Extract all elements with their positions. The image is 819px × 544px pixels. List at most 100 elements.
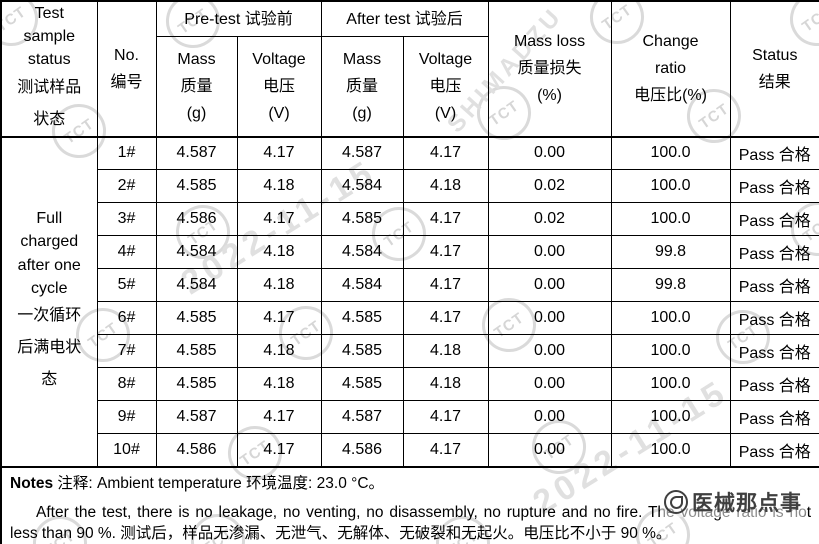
cell-change-ratio: 100.0 (610, 334, 731, 369)
table-row: Full charged after one cycle 一次循环后满电状态 1… (0, 136, 819, 468)
sample-status-cn: 一次循环后满电状态 (17, 306, 82, 388)
header-after-mass: Mass 质量 (g) (320, 36, 404, 138)
cell-pre-mass: 4.585 (155, 169, 238, 204)
cell-after-mass: 4.584 (320, 169, 404, 204)
cell-after-mass: 4.585 (320, 301, 404, 336)
cell-status: Pass 合格 (729, 367, 819, 402)
cell-change-ratio: 100.0 (610, 367, 731, 402)
cell-pre-voltage: 4.17 (236, 202, 322, 237)
cell-pre-mass: 4.585 (155, 301, 238, 336)
header-sample-status: Test sample status 测试样品状态 (0, 0, 98, 138)
cell-status: Pass 合格 (729, 334, 819, 369)
notes-paragraph: After the test, there is no leakage, no … (10, 504, 812, 543)
brand-overlay-label: 医械那点事 (692, 492, 802, 515)
header-pre-voltage: Voltage 电压 (V) (236, 36, 322, 138)
cell-after-mass: 4.585 (320, 334, 404, 369)
cell-change-ratio: 100.0 (610, 169, 731, 204)
cell-pre-mass: 4.587 (155, 400, 238, 435)
cell-mass-loss: 0.00 (487, 235, 612, 270)
header-mass-loss: Mass loss 质量损失 (%) (487, 0, 612, 138)
cell-no: 3# (96, 202, 157, 237)
cell-pre-voltage: 4.17 (236, 400, 322, 435)
cell-status: Pass 合格 (729, 235, 819, 270)
cell-pre-voltage: 4.17 (236, 301, 322, 336)
cell-after-mass: 4.587 (320, 136, 404, 171)
cell-pre-voltage: 4.17 (236, 136, 322, 171)
cell-after-voltage: 4.17 (402, 301, 489, 336)
cell-after-mass: 4.584 (320, 268, 404, 303)
cell-mass-loss: 0.00 (487, 301, 612, 336)
table-row: 5# 4.584 4.18 4.584 4.17 0.00 99.8 Pass … (1, 268, 819, 303)
cell-pre-mass: 4.584 (155, 268, 238, 303)
cell-status: Pass 合格 (729, 433, 819, 468)
cell-pre-mass: 4.584 (155, 235, 238, 270)
cell-pre-voltage: 4.18 (236, 169, 322, 204)
table-row: 9# 4.587 4.17 4.587 4.17 0.00 100.0 Pass… (1, 400, 819, 435)
header-pre-mass: Mass 质量 (g) (155, 36, 238, 138)
cell-after-mass: 4.585 (320, 367, 404, 402)
cell-after-voltage: 4.17 (402, 136, 489, 171)
table-row: 3# 4.586 4.17 4.585 4.17 0.02 100.0 Pass… (1, 202, 819, 237)
brand-logo-icon (664, 490, 688, 514)
cell-change-ratio: 100.0 (610, 301, 731, 336)
cell-pre-mass: 4.587 (155, 136, 238, 171)
cell-status: Pass 合格 (729, 136, 819, 171)
cell-after-mass: 4.584 (320, 235, 404, 270)
cell-change-ratio: 99.8 (610, 235, 731, 270)
cell-mass-loss: 0.00 (487, 334, 612, 369)
cell-mass-loss: 0.00 (487, 400, 612, 435)
table-row: 8# 4.585 4.18 4.585 4.18 0.00 100.0 Pass… (1, 367, 819, 402)
cell-mass-loss: 0.02 (487, 169, 612, 204)
header-after-voltage: Voltage 电压 (V) (402, 36, 489, 138)
cell-after-mass: 4.585 (320, 202, 404, 237)
sample-status-en: Full charged after one cycle (17, 210, 81, 297)
cell-mass-loss: 0.00 (487, 367, 612, 402)
cell-pre-voltage: 4.18 (236, 268, 322, 303)
cell-pre-voltage: 4.18 (236, 334, 322, 369)
cell-status: Pass 合格 (729, 202, 819, 237)
cell-pre-voltage: 4.18 (236, 235, 322, 270)
cell-after-voltage: 4.17 (402, 235, 489, 270)
cell-status: Pass 合格 (729, 169, 819, 204)
header-sample-status-en: Test sample status (23, 5, 76, 69)
cell-no: 9# (96, 400, 157, 435)
cell-no: 6# (96, 301, 157, 336)
cell-change-ratio: 100.0 (610, 400, 731, 435)
cell-pre-voltage: 4.17 (236, 433, 322, 468)
cell-mass-loss: 0.02 (487, 202, 612, 237)
cell-mass-loss: 0.00 (487, 268, 612, 303)
table-row: 7# 4.585 4.18 4.585 4.18 0.00 100.0 Pass… (1, 334, 819, 369)
cell-change-ratio: 100.0 (610, 433, 731, 468)
cell-after-voltage: 4.17 (402, 433, 489, 468)
cell-after-mass: 4.586 (320, 433, 404, 468)
header-status: Status 结果 (729, 0, 819, 138)
cell-change-ratio: 99.8 (610, 268, 731, 303)
cell-after-voltage: 4.17 (402, 202, 489, 237)
cell-no: 5# (96, 268, 157, 303)
notes-ambient-temperature: 注释: Ambient temperature 环境温度: 23.0 °C。 (53, 474, 385, 492)
cell-pre-voltage: 4.18 (236, 367, 322, 402)
cell-after-voltage: 4.17 (402, 268, 489, 303)
cell-no: 2# (96, 169, 157, 204)
wechat-brand-overlay: 医械那点事 (660, 487, 806, 517)
notes-label: Notes (10, 474, 54, 492)
header-sample-status-cn: 测试样品状态 (17, 78, 82, 128)
cell-mass-loss: 0.00 (487, 433, 612, 468)
cell-no: 10# (96, 433, 157, 468)
cell-pre-mass: 4.585 (155, 334, 238, 369)
cell-pre-mass: 4.586 (155, 202, 238, 237)
cell-after-voltage: 4.18 (402, 169, 489, 204)
cell-pre-mass: 4.586 (155, 433, 238, 468)
cell-status: Pass 合格 (729, 301, 819, 336)
cell-status: Pass 合格 (729, 268, 819, 303)
cell-no: 4# (96, 235, 157, 270)
cell-mass-loss: 0.00 (487, 136, 612, 171)
cell-after-mass: 4.587 (320, 400, 404, 435)
cell-change-ratio: 100.0 (610, 136, 731, 171)
cell-after-voltage: 4.17 (402, 400, 489, 435)
cell-no: 1# (96, 136, 157, 171)
header-pretest-group: Pre-test 试验前 (155, 0, 322, 38)
cell-after-voltage: 4.18 (402, 367, 489, 402)
